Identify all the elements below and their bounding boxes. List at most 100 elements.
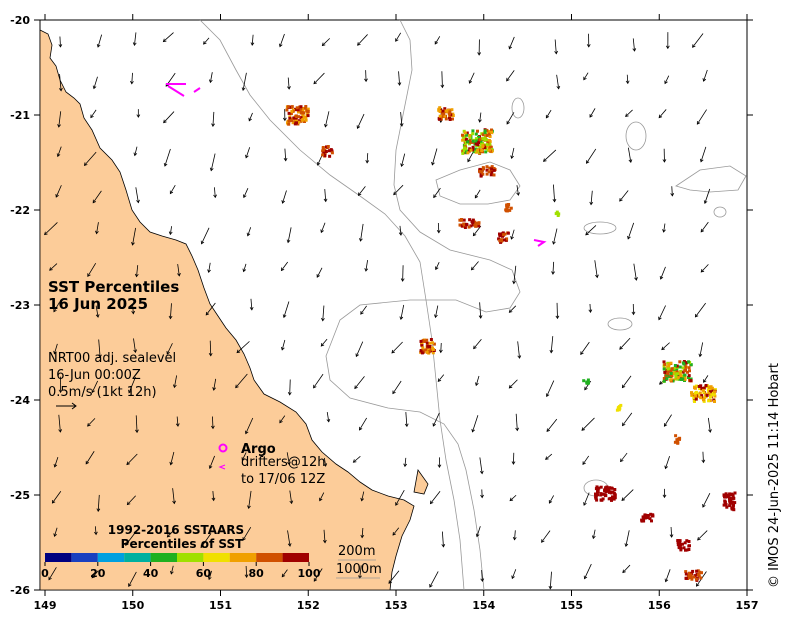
current-arrowhead: [659, 276, 664, 280]
current-arrowhead: [545, 114, 550, 119]
current-arrowhead: [581, 427, 586, 431]
current-arrowhead: [357, 42, 361, 46]
current-arrow: [235, 373, 248, 388]
current-arrowhead: [395, 502, 399, 506]
current-arrowhead: [662, 494, 667, 499]
current-arrowhead: [511, 461, 516, 465]
argo-track-a: [166, 83, 186, 97]
sst-pixel: [640, 518, 644, 522]
current-arrowhead: [696, 121, 701, 125]
current-arrow: [212, 416, 214, 429]
sst-pixel: [601, 497, 605, 501]
sst-pixel: [463, 226, 467, 229]
current-arrow: [582, 455, 590, 465]
current-arrowhead: [168, 231, 173, 236]
current-arrowhead: [87, 273, 91, 277]
current-arrow: [95, 305, 99, 318]
current-arrowhead: [480, 494, 484, 499]
current-arrow: [203, 37, 210, 45]
sst-pixel: [674, 374, 678, 378]
current-arrow: [622, 564, 631, 573]
current-arrowhead: [627, 235, 631, 240]
current-arrow: [209, 72, 213, 83]
current-arrow: [543, 149, 557, 162]
current-arrowhead: [95, 314, 100, 318]
sst-pixel: [505, 203, 509, 207]
sst-pixel: [693, 391, 697, 395]
current-source: NRT00 adj. sealevel: [48, 351, 176, 366]
current-arrowhead: [172, 384, 177, 389]
sst-pixel: [662, 360, 666, 364]
current-arrowhead: [658, 316, 662, 321]
current-arrowhead: [634, 277, 638, 281]
current-arrowhead: [203, 41, 207, 45]
sst-pixel: [299, 107, 303, 111]
current-arrow: [316, 267, 323, 278]
sst-pixel: [327, 149, 331, 153]
current-arrow: [545, 109, 552, 119]
current-arrowhead: [703, 200, 708, 205]
sst-pixel: [699, 396, 703, 400]
sst-pixel: [675, 368, 679, 372]
sst-pixel: [483, 146, 487, 149]
sst-pixel: [324, 150, 328, 153]
current-arrowhead: [208, 79, 213, 84]
current-arrowhead: [316, 274, 320, 278]
sst-pixel: [471, 132, 475, 136]
current-arrow: [658, 109, 667, 118]
current-arrow: [90, 109, 97, 118]
legend-swatch: [177, 553, 204, 562]
current-arrow: [243, 188, 249, 198]
y-tick-label: -23: [10, 299, 30, 312]
sst-pixel: [437, 108, 441, 112]
sst-pixel: [666, 372, 670, 376]
current-arrowhead: [552, 241, 556, 245]
current-arrow: [287, 77, 290, 90]
current-arrow: [697, 530, 708, 541]
current-arrowhead: [434, 314, 438, 319]
sst-pixel: [709, 395, 712, 399]
current-arrow: [392, 527, 400, 536]
current-arrow: [541, 530, 551, 543]
current-arrow: [212, 491, 215, 501]
sst-pixel: [304, 118, 308, 122]
current-arrowhead: [620, 458, 624, 463]
legend-swatch: [282, 553, 309, 562]
current-arrowhead: [170, 570, 174, 575]
legend-tick-label: 80: [249, 567, 265, 580]
current-arrowhead: [282, 314, 287, 319]
current-arrow: [658, 305, 666, 320]
current-arrowhead: [397, 82, 402, 86]
current-arrowhead: [698, 353, 703, 358]
current-arrow: [556, 74, 560, 89]
sst-pixel: [597, 486, 601, 490]
current-arrowhead: [245, 430, 249, 435]
current-arrow: [434, 36, 441, 45]
sst-pixel: [731, 500, 735, 504]
sst-pixel: [297, 115, 301, 119]
current-arrowhead: [400, 278, 405, 282]
sst-pixel: [702, 399, 706, 403]
current-arrow: [664, 414, 672, 427]
legend-title-line1: 1992-2016 SSTAARS: [108, 523, 244, 537]
current-arrowhead: [242, 268, 247, 273]
current-arrow: [136, 265, 139, 277]
current-arrow: [94, 526, 97, 535]
current-arrow: [479, 112, 482, 123]
current-arrow: [553, 184, 555, 202]
current-arrow: [208, 262, 211, 273]
sst-pixel: [294, 114, 298, 118]
current-arrowhead: [478, 119, 482, 123]
sst-pixel: [448, 118, 452, 121]
sst-pixel: [503, 238, 506, 242]
current-arrowhead: [244, 574, 249, 578]
current-arrowhead: [365, 160, 370, 164]
sst-pixel: [722, 503, 726, 507]
sst-pixel: [485, 128, 489, 132]
current-arrow: [509, 494, 517, 501]
sst-pixel: [687, 360, 691, 364]
sst-pixel: [451, 117, 454, 121]
current-arrow: [695, 302, 706, 318]
sst-pixel: [689, 379, 693, 383]
current-arrowhead: [135, 429, 139, 434]
